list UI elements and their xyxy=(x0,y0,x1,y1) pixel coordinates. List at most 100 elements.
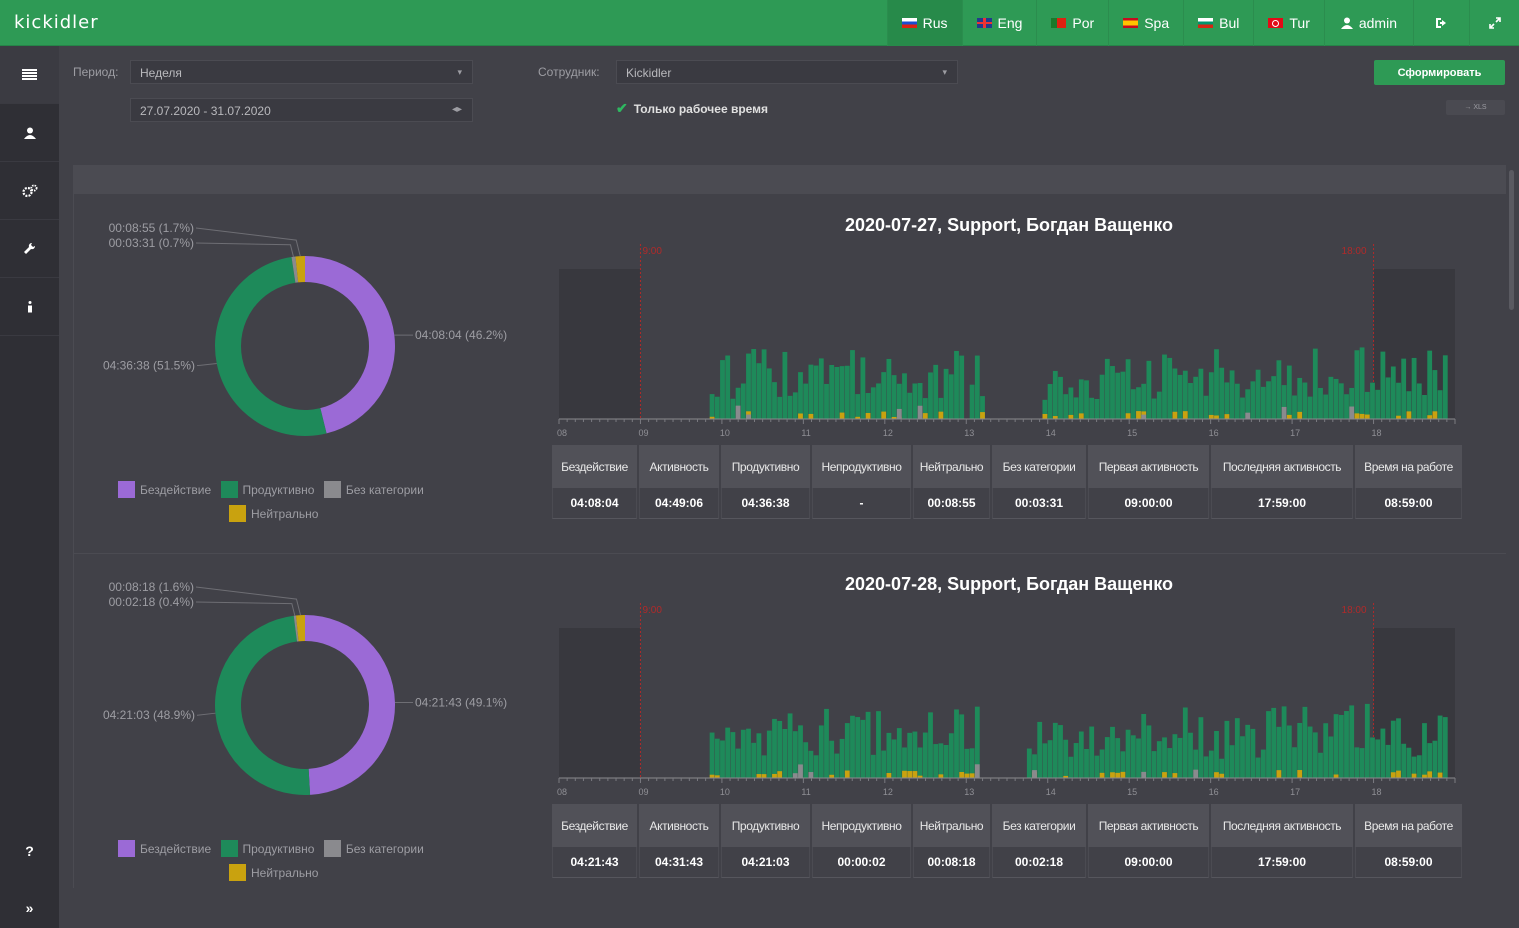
x-tick-label: 12 xyxy=(883,787,893,797)
activity-bar-productive xyxy=(808,750,814,778)
activity-bar-productive xyxy=(907,392,913,419)
value-first-activity: 09:00:00 xyxy=(1088,488,1209,519)
activity-bar-productive xyxy=(943,368,949,419)
value-unproductive: - xyxy=(812,488,911,519)
col-productive: Продуктивно xyxy=(721,804,810,847)
activity-bar-productive xyxy=(813,365,819,419)
activity-bar-productive xyxy=(917,747,923,778)
activity-bar-productive xyxy=(891,739,897,778)
flag-pt-icon xyxy=(1051,18,1067,28)
activity-bar-productive xyxy=(1104,358,1110,419)
top-bar: kickidler Rus Eng Por Spa Bul Tur admin xyxy=(0,0,1519,46)
logo[interactable]: kickidler xyxy=(14,12,99,33)
stats-header-row: Бездействие Активность Продуктивно Непро… xyxy=(552,445,1462,488)
activity-bar-neutral xyxy=(938,774,944,778)
activity-bar-productive xyxy=(1224,382,1230,419)
legend-swatch xyxy=(118,840,135,857)
activity-bar-productive xyxy=(922,732,928,778)
scrollbar-thumb[interactable] xyxy=(1509,170,1514,310)
sidebar-item-reports[interactable] xyxy=(0,46,59,104)
activity-bar-productive xyxy=(1385,377,1391,419)
activity-bar-productive xyxy=(792,731,798,778)
sidebar-item-info[interactable] xyxy=(0,278,59,336)
only-work-time-label: Только рабочее время xyxy=(633,101,769,116)
donut-slice-neutral xyxy=(295,615,305,642)
settings-icon xyxy=(21,184,37,197)
activity-bar-productive xyxy=(1338,714,1344,778)
report-title: 2020-07-28, Support, Богдан Ващенко xyxy=(845,574,1173,594)
scrollbar[interactable] xyxy=(1507,165,1517,871)
activity-bar-productive xyxy=(922,398,928,419)
activity-bar-uncategorized xyxy=(1032,770,1037,778)
activity-bar-productive xyxy=(740,383,746,419)
lang-spa[interactable]: Spa xyxy=(1108,0,1183,46)
activity-bar-productive xyxy=(746,728,751,778)
activity-bar-productive xyxy=(1130,735,1136,778)
activity-bar-productive xyxy=(1250,728,1256,778)
activity-bar-productive xyxy=(948,733,954,778)
lang-eng[interactable]: Eng xyxy=(961,0,1037,46)
user-name: admin xyxy=(1358,15,1397,31)
activity-bar-productive xyxy=(782,728,788,778)
activity-bar-neutral xyxy=(891,416,897,419)
legend-label: Без категории xyxy=(345,482,424,497)
leader-line xyxy=(195,227,301,257)
activity-bar-productive xyxy=(1281,706,1287,778)
x-tick-label: 11 xyxy=(801,787,810,797)
x-tick-label: 08 xyxy=(557,428,567,438)
value-last-activity: 17:59:00 xyxy=(1211,847,1353,878)
lang-rus[interactable]: Rus xyxy=(886,0,962,46)
date-range-picker[interactable]: 27.07.2020 - 31.07.2020 ◂▸ xyxy=(130,98,473,122)
legend-item-neutral: Нейтрально xyxy=(229,864,318,881)
activity-bar-productive xyxy=(943,744,949,778)
x-tick-label: 12 xyxy=(883,428,893,438)
sidebar-item-tools[interactable] xyxy=(0,220,59,278)
lang-por[interactable]: Por xyxy=(1036,0,1108,46)
activity-bar-productive xyxy=(1411,357,1417,419)
activity-bar-productive xyxy=(1172,368,1178,419)
col-neutral: Нейтрально xyxy=(913,445,990,488)
activity-bar-neutral xyxy=(777,771,783,778)
activity-bar-neutral xyxy=(1214,772,1219,778)
col-unproductive: Непродуктивно xyxy=(812,445,911,488)
col-unproductive: Непродуктивно xyxy=(812,804,911,847)
sidebar-item-settings[interactable] xyxy=(0,162,59,220)
activity-bar-productive xyxy=(959,355,965,419)
period-select[interactable]: Неделя ▾ xyxy=(130,60,473,84)
activity-bar-uncategorized xyxy=(735,405,741,419)
activity-bar-productive xyxy=(1297,377,1303,419)
only-work-time-checkbox[interactable]: ✔ Только рабочее время xyxy=(616,100,768,117)
daily-report: 2020-07-27, Support, Богдан Ващенко 04:0… xyxy=(73,194,1506,553)
activity-bar-productive xyxy=(896,383,902,419)
activity-bar-productive xyxy=(1042,743,1048,778)
employee-label: Сотрудник: xyxy=(538,65,600,79)
activity-bar-productive xyxy=(777,720,783,778)
activity-bar-productive xyxy=(870,754,876,778)
activity-bar-productive xyxy=(803,383,809,419)
activity-bar-productive xyxy=(1292,747,1297,778)
activity-bar-productive xyxy=(1234,383,1240,419)
value-productive: 04:36:38 xyxy=(721,488,810,519)
sidebar-item-employees[interactable] xyxy=(0,104,59,162)
activity-bar-productive xyxy=(1396,718,1401,778)
employee-select[interactable]: Kickidler ▾ xyxy=(616,60,958,84)
user-menu[interactable]: admin xyxy=(1323,0,1413,46)
activity-bar-productive xyxy=(1042,399,1048,419)
export-xls-button[interactable]: → XLS xyxy=(1446,100,1505,115)
logout-button[interactable] xyxy=(1413,0,1469,46)
donut-slice-idle xyxy=(305,256,396,434)
activity-bar-productive xyxy=(860,357,866,419)
expand-sidebar-button[interactable]: » xyxy=(0,888,59,928)
activity-bar-productive xyxy=(1401,358,1407,419)
activity-bar-productive xyxy=(1255,369,1261,419)
lang-bul[interactable]: Bul xyxy=(1183,0,1253,46)
activity-bar-productive xyxy=(1234,718,1240,778)
activity-bar-uncategorized xyxy=(808,772,814,778)
activity-bar-uncategorized xyxy=(974,764,980,778)
lang-label: Bul xyxy=(1219,15,1240,31)
fullscreen-button[interactable] xyxy=(1469,0,1519,46)
help-button[interactable]: ? xyxy=(0,831,59,871)
lang-tur[interactable]: Tur xyxy=(1253,0,1323,46)
prev-next-arrows-icon[interactable]: ◂▸ xyxy=(451,104,462,115)
generate-button[interactable]: Сформировать xyxy=(1374,60,1505,85)
